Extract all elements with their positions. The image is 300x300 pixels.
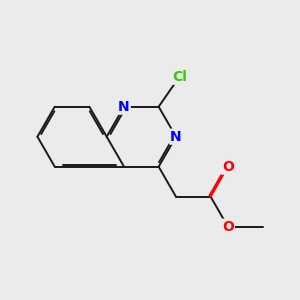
- Text: O: O: [222, 160, 234, 174]
- Text: Cl: Cl: [172, 70, 187, 84]
- Text: O: O: [222, 220, 234, 234]
- Text: N: N: [170, 130, 182, 144]
- Text: N: N: [118, 100, 130, 114]
